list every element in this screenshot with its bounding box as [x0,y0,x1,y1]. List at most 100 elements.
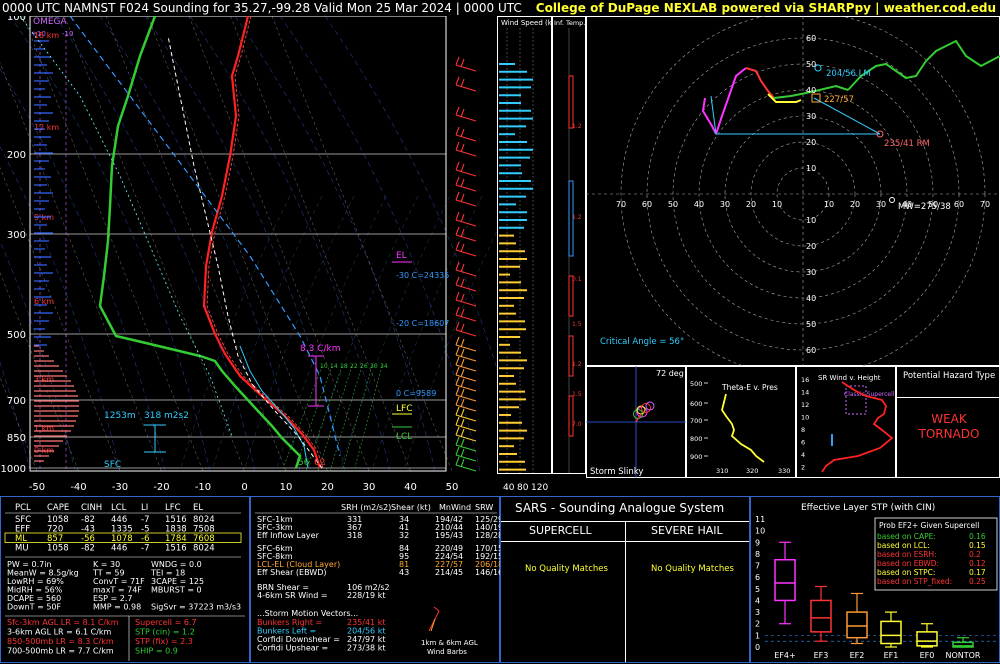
wind-barb-flag [455,241,460,251]
wind-barb [455,354,477,362]
kine-cell-4-4: 192/15 [475,552,501,561]
kine-cell-3-0: SFC-6km [257,544,293,553]
wind-barb-flag [460,378,465,388]
moist-adiabat [211,195,323,472]
parcel-cell-2-5: 1784 [165,534,187,544]
kine-header-1: Shear (kt) [391,503,431,512]
wind-barb-flag [460,143,465,153]
stp-ytick-9: 9 [755,538,760,547]
wind-barb-flag [455,416,460,426]
wind-barb-flag [460,458,465,468]
lapse-rate-3: 700-500mb LR = 7.7 C/km [7,647,114,656]
omega-label: OMEGA [33,17,68,27]
hodo-shear-line [813,97,881,135]
index-3-1: maxT = 74F [93,586,142,595]
wind-barb-flag [455,176,460,186]
parcel-header-CAPE: CAPE [47,503,69,513]
mixing-ratio-18 [305,365,343,472]
temperature-trace [202,16,322,469]
hodo-ytick-neg-50: 50 [806,320,816,329]
kine-cell-1-3: 210/44 [435,523,463,532]
sr-supercell: Classic Supercell [844,391,895,398]
ita-value-6: 7.0 [572,421,582,428]
parcel-cell-3-2: -82 [81,544,95,554]
parcel-cell-3-4: -7 [141,544,149,554]
wind-barb-flag [455,211,460,221]
mixing-ratio-10 [281,365,323,472]
temp-tick--40: -40 [70,482,86,493]
stp-title: Effective Layer STP (with CIN) [801,503,935,513]
kine-cell-0-3: 194/42 [435,515,463,524]
wind-barb-flag [455,261,460,271]
height-label-3: 6 km [34,297,54,306]
kinematic-panel: SRH (m2/s2) Shear (kt) MnWind SRW SFC-1km 331… [250,496,501,663]
parcel-cell-0-5: 1516 [165,515,187,525]
dry-adiabat [279,16,481,472]
stp-ytick-8: 8 [755,550,760,559]
wspd-tick-40: 40 [503,483,515,493]
parcel-cell-1-6: 7508 [193,525,215,535]
parcel-cell-2-4: -6 [141,534,149,544]
wind-barb [455,314,477,322]
kine-cell-4-2: 95 [399,552,409,561]
index-5-0: DownT = 50F [7,603,62,612]
temp-tick-50: 50 [446,482,459,493]
wind-barb-flag [460,163,465,173]
kine-cell-4-0: SFC-8km [257,552,293,561]
te-ytick-500: 500 [690,380,702,388]
rm-label: 235/41 RM [884,139,930,149]
wind-barb-flag [455,356,460,366]
parcel-header-LI: LI [141,503,148,513]
wind-barb-flag [455,291,460,301]
kine-cell-5-3: 227/57 [435,560,463,569]
wind-barb-flag [455,56,460,66]
lcl-label: LCL [396,432,412,442]
te-ytick-600: 600 [690,400,702,408]
hazard-title: Potential Hazard Type [903,371,996,381]
virtual-temp-trace [206,16,324,469]
wind-barb [455,199,477,207]
barb-label-2: Wind Barbs [427,648,467,656]
motion-value-1: 204/56 kt [347,627,385,636]
wind-barb-flag [460,178,465,188]
mixing-ratio-label-22: 22 [350,363,358,370]
sars-hail-label: SEVERE HAIL [651,524,723,537]
hodo-xtick-10: 10 [824,200,834,209]
stp-ytick-1: 1 [755,631,760,640]
wind-barb-flag [455,276,460,286]
pressure-tick-700: 700 [7,396,26,407]
parcel-cell-0-6: 8024 [193,515,215,525]
potential-hazard-panel: Potential Hazard Type WEAK TORNADO [896,366,1000,478]
wind-barb-flag [460,323,465,333]
motion-label-2: Corfidi Downshear = [257,635,340,644]
prob-value-5: 0.25 [969,577,986,586]
hodo-xtick-neg-70: 70 [616,200,626,209]
index-1-0: MeanW = 8.5g/kg [7,569,79,578]
sr-ytick-12: 12 [801,401,809,409]
wind-barb-flag [460,348,465,358]
hodo-ytick-20: 20 [806,138,816,147]
sr-title: SR Wind v. Height [818,374,881,382]
mixing-ratio-label-18: 18 [340,363,348,370]
kine-cell-1-1: 367 [347,523,362,532]
mixing-ratio-label-26: 26 [360,363,368,370]
wind-barb [455,219,477,227]
wind-barb [455,114,477,122]
brn-value: 106 m2/s2 [347,583,390,592]
dry-adiabat [54,16,256,472]
sr-ytick-8: 8 [801,426,805,434]
wind-barb-flag [460,78,465,88]
parcel-cell-1-3: 1335 [111,525,133,535]
motion-label-0: Bunkers Right = [257,618,322,627]
motion-title: ...Storm Motion Vectors... [257,609,358,618]
theta-e-panel: 500 600 700 800 900 310 320 330 Theta-E v. Pres [686,366,796,478]
slinky-title: Storm Slinky [590,467,643,477]
stp-box-EF2 [846,611,868,639]
kine-cell-2-3: 195/43 [435,531,463,540]
kine-cell-0-1: 331 [347,515,362,524]
hodo-trace-top [847,39,1000,91]
hodo-ytick-60: 60 [806,34,816,43]
index-5-1: MMP = 0.98 [93,603,141,612]
stp-cat-EF0: EF0 [920,651,935,660]
sfc-temp: 62 [314,458,325,468]
